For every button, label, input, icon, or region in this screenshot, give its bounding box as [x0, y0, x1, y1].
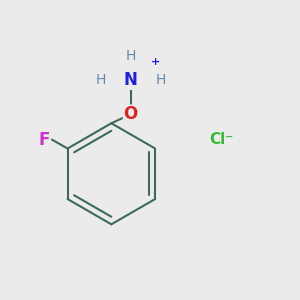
Text: +: +: [151, 57, 160, 67]
Text: H: H: [125, 50, 136, 63]
Text: N: N: [124, 71, 138, 89]
Text: F: F: [39, 130, 50, 148]
Text: Cl⁻: Cl⁻: [209, 132, 234, 147]
Text: H: H: [155, 73, 166, 87]
Text: O: O: [124, 105, 138, 123]
Text: H: H: [96, 73, 106, 87]
